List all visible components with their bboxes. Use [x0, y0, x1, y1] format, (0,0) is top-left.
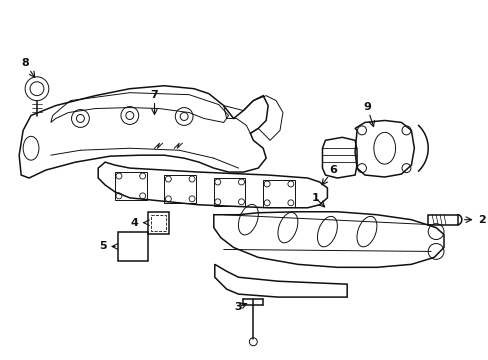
Bar [147, 212, 169, 234]
Text: 1: 1 [311, 193, 319, 203]
Text: 5: 5 [99, 242, 107, 252]
Text: 6: 6 [329, 165, 337, 175]
Bar [213, 178, 245, 206]
Bar [118, 231, 147, 261]
Bar [164, 175, 196, 203]
Text: 4: 4 [131, 218, 139, 228]
Text: 8: 8 [21, 58, 29, 68]
Bar [427, 215, 457, 225]
Text: 9: 9 [362, 102, 370, 112]
Bar [263, 180, 294, 207]
Text: 2: 2 [478, 215, 486, 225]
Bar [150, 215, 166, 231]
Text: 3: 3 [234, 302, 242, 312]
Text: 7: 7 [150, 90, 158, 100]
Bar [115, 172, 146, 200]
